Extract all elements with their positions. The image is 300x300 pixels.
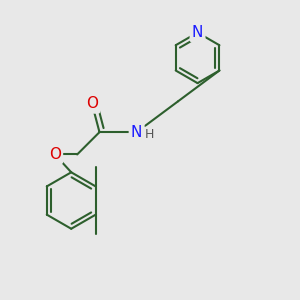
Text: O: O <box>86 96 98 111</box>
Text: N: N <box>131 125 142 140</box>
Text: H: H <box>144 128 154 141</box>
Text: N: N <box>192 25 203 40</box>
Text: O: O <box>49 147 61 162</box>
